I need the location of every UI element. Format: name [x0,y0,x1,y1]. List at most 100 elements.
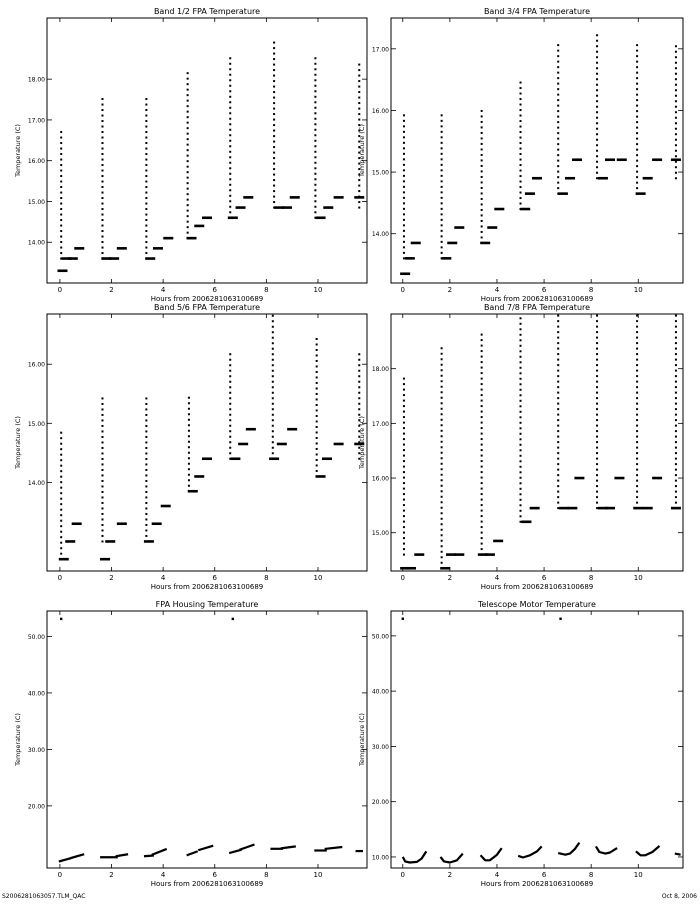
data-segment [151,847,168,856]
data-point [229,68,232,71]
data-point [186,209,189,212]
data-point [186,105,189,108]
x-tick-label: 0 [401,286,405,294]
data-point [101,186,104,189]
data-point [519,515,522,518]
data-point [519,103,522,106]
data-point [229,200,232,203]
data-point [358,184,361,187]
data-point [145,131,148,134]
data-point [519,191,522,194]
footer-date: Oct 8, 2006 [661,893,697,900]
y-tick-label: 16.00 [372,108,389,115]
data-point [596,479,599,482]
data-point [402,125,405,128]
data-point [314,123,317,126]
data-point [101,175,104,178]
data-point [60,519,63,522]
data-point [60,224,63,227]
data-point [636,88,639,91]
data-point [354,196,365,199]
data-point [674,397,677,400]
data-point [358,146,361,149]
y-tick-label: 17.00 [372,46,389,53]
data-point [273,146,276,149]
data-point [229,211,232,214]
y-axis-label: Temperature (C) [14,124,22,178]
data-point [480,170,483,173]
data-point [402,191,405,194]
data-point [243,196,254,199]
data-point [271,375,274,378]
data-point [402,438,405,441]
data-point [229,380,232,383]
data-point [596,430,599,433]
data-point [636,137,639,140]
data-point [519,197,522,200]
data-point [273,129,276,132]
data-point [402,432,405,435]
data-point [440,517,443,520]
x-tick-label: 0 [58,286,62,294]
data-point [402,224,405,227]
data-point [480,531,483,534]
data-point [273,102,276,105]
data-point [557,397,560,400]
data-point [440,440,443,443]
data-point [636,479,639,482]
data-point [520,207,531,211]
data-point [480,197,483,200]
data-point [271,353,274,356]
data-point [596,39,599,42]
data-point [480,175,483,178]
data-point [670,158,681,162]
data-point [440,218,443,221]
data-point [642,176,653,180]
data-point [674,402,677,405]
data-point [145,153,148,156]
data-point [187,396,190,399]
data-point [145,246,148,249]
data-point [271,441,274,444]
data-point [186,138,189,141]
data-point [636,419,639,422]
data-point [287,427,298,431]
data-point [315,359,318,362]
data-point [145,457,148,460]
data-point [674,435,677,438]
data-point [229,358,232,361]
data-point [273,201,276,204]
x-tick-label: 4 [495,871,500,879]
data-point [145,175,148,178]
data-point [557,159,560,162]
data-point [674,72,677,75]
data-point [480,181,483,184]
data-point [440,369,443,372]
data-point [402,180,405,183]
data-point [273,118,276,121]
data-point [60,453,63,456]
data-point [480,405,483,408]
data-point [101,430,104,433]
chart-title: Band 1/2 FPA Temperature [154,7,260,16]
data-point [519,81,522,84]
data-point [674,479,677,482]
data-point [145,397,148,400]
data-point [440,240,443,243]
data-point [636,435,639,438]
data-point [605,158,615,162]
data-point [402,493,405,496]
data-point [614,476,625,480]
data-point [60,158,63,161]
data-point [60,147,63,150]
data-point [229,452,232,455]
data-point [186,72,189,75]
data-point [402,240,405,243]
data-point [60,503,63,506]
data-point [271,320,274,323]
data-point [314,139,317,142]
data-point [145,430,148,433]
y-tick-label: 40.00 [28,690,45,697]
data-point [519,432,522,435]
data-point [596,177,599,180]
